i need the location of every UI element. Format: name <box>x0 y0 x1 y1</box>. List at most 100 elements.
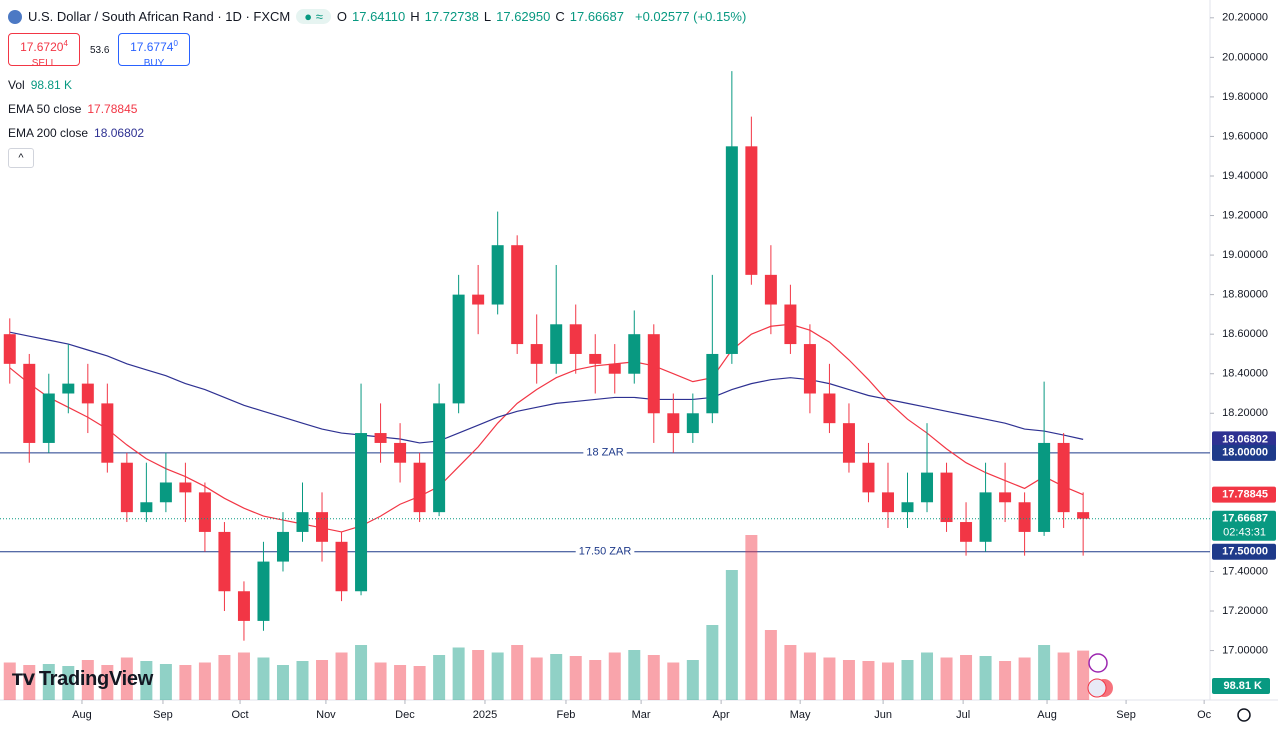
candle-body <box>237 591 250 621</box>
ohlc-key: O <box>336 9 347 24</box>
x-tick-label: Sep <box>153 709 173 721</box>
volume-bar <box>394 665 407 700</box>
volume-bar <box>218 655 231 700</box>
candle-body <box>745 146 758 275</box>
volume-bar <box>413 666 426 700</box>
collapse-button[interactable]: ^ <box>8 148 34 168</box>
level-label: 17.50 ZAR <box>579 546 632 558</box>
volume-bar <box>999 661 1012 700</box>
candle-body <box>999 492 1012 503</box>
buy-tail: 0 <box>173 39 178 48</box>
candle-body <box>316 512 329 542</box>
header: U.S. Dollar / South African Rand · 1D · … <box>8 9 746 24</box>
event-icon[interactable] <box>1088 653 1108 673</box>
volume-bar <box>433 655 446 700</box>
candle-body <box>940 472 953 523</box>
candle-body <box>101 403 114 463</box>
volume-bar <box>472 650 485 700</box>
volume-bar <box>374 662 387 700</box>
volume-bar <box>23 665 36 700</box>
candle-body <box>921 472 934 503</box>
buy-button[interactable]: 17.67740 BUY <box>118 33 190 69</box>
candle-body <box>706 353 719 414</box>
status[interactable]: ● ≈ <box>296 9 331 24</box>
symbol-title: U.S. Dollar / South African Rand · 1D · … <box>28 9 291 24</box>
volume-bar <box>725 570 738 700</box>
ohlc-item: O 17.64110 <box>337 9 405 24</box>
x-tick-label: Apr <box>713 709 730 721</box>
price-badge-label: 18.06802 <box>1222 433 1268 445</box>
candle-body <box>550 324 563 364</box>
volume-bar <box>686 660 699 700</box>
volume-bar <box>979 656 992 700</box>
volume-bar <box>452 647 465 700</box>
ema-line <box>9 331 1084 444</box>
candle-body <box>842 423 855 463</box>
candle-body <box>862 462 875 493</box>
volume-bar <box>276 665 289 700</box>
volume-bar <box>198 662 211 700</box>
candle-body <box>62 383 75 394</box>
candle-body <box>198 492 211 532</box>
countdown: 02:43:31 <box>1223 527 1266 539</box>
price-badge-label: 17.78845 <box>1222 489 1268 501</box>
candle-body <box>355 433 368 592</box>
candle-body <box>3 334 16 364</box>
x-tick-label: Oct <box>231 709 248 721</box>
x-tick-label: Nov <box>316 709 336 721</box>
y-tick-label: 20.20000 <box>1222 12 1268 24</box>
price-badge-label: 18.00000 <box>1222 447 1268 459</box>
volume-bar <box>881 662 894 700</box>
ohlc-item: C 17.66687 <box>555 9 624 24</box>
price-badge-label: 17.66687 <box>1222 513 1268 525</box>
volume-bar <box>628 650 641 700</box>
ohlc-value: 17.72738 <box>424 9 479 24</box>
sell-label: SELL <box>31 58 57 69</box>
volume-bar <box>355 645 368 700</box>
y-tick-label: 18.40000 <box>1222 368 1268 380</box>
volume-bar <box>491 652 504 700</box>
x-tick-label: Dec <box>395 709 415 721</box>
event-flag[interactable] <box>1087 678 1107 698</box>
x-tick-label: Aug <box>1037 709 1057 721</box>
volume-bar <box>921 652 934 700</box>
candle-body <box>1018 502 1031 532</box>
volume-bar <box>901 660 914 700</box>
x-tick-label: Sep <box>1116 709 1136 721</box>
candle-body <box>608 363 621 374</box>
volume-bar <box>511 645 524 700</box>
settings-icon[interactable] <box>1237 708 1251 722</box>
volume-bar <box>764 630 777 700</box>
volume-bar <box>842 660 855 700</box>
indicator-value: 98.81 K <box>30 78 73 92</box>
y-tick-label: 19.00000 <box>1222 249 1268 261</box>
candle-body <box>140 502 153 513</box>
indicator-value: 18.06802 <box>94 126 145 140</box>
price-badge <box>1212 543 1276 560</box>
y-tick-label: 18.60000 <box>1222 328 1268 340</box>
candle-body <box>257 561 270 621</box>
y-tick-label: 17.00000 <box>1222 644 1268 656</box>
candle-body <box>1038 442 1051 532</box>
volume-bar <box>257 657 270 700</box>
ohlc-item: H 17.72738 <box>410 9 479 24</box>
candle-body <box>628 334 641 374</box>
volume-bar <box>745 535 758 700</box>
volume-bar <box>940 657 953 700</box>
indicator-name: Vol <box>8 78 25 92</box>
volume-bar <box>784 645 797 700</box>
indicator-name: EMA 50 close <box>8 102 82 116</box>
x-tick-label: Jun <box>874 709 892 721</box>
volume-bar <box>706 625 719 700</box>
volume-bar <box>62 666 75 700</box>
candle-body <box>686 413 699 434</box>
y-tick-label: 19.20000 <box>1222 209 1268 221</box>
candle-body <box>452 294 465 404</box>
y-tick-label: 20.00000 <box>1222 51 1268 63</box>
ohlc-key: C <box>555 9 565 24</box>
candle-body <box>823 393 836 424</box>
ohlc-value: 17.62950 <box>496 9 551 24</box>
candle-body <box>218 531 231 592</box>
x-tick-label: Feb <box>556 709 575 721</box>
sell-button[interactable]: 17.67204 SELL <box>8 33 80 69</box>
